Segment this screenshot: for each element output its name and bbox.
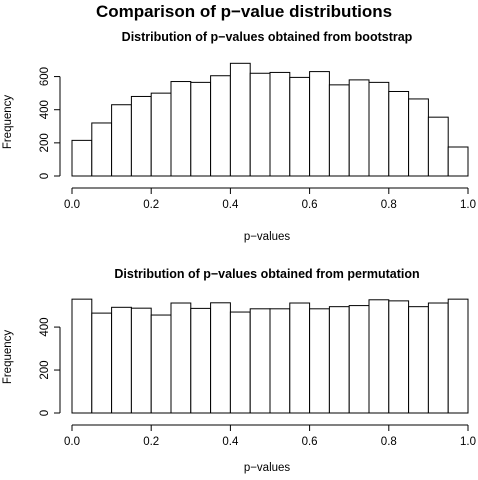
histogram-bar: [111, 306, 132, 414]
y-tick-label: 400: [39, 100, 51, 119]
histogram-bar: [447, 298, 469, 414]
y-tick-label: 400: [39, 317, 51, 336]
permutation-y-axis-label: Frequency: [2, 330, 14, 385]
histogram-bar: [111, 104, 132, 177]
y-tick-label: 600: [39, 67, 51, 86]
bootstrap-chart-title: Distribution of p−values obtained from b…: [122, 30, 413, 44]
permutation-x-axis: 0.0 0.2 0.4 0.6 0.8 1.0: [64, 424, 476, 448]
histogram-bar: [249, 72, 271, 177]
x-tick-label: 0.6: [302, 199, 318, 211]
histogram-bar: [71, 139, 93, 177]
histogram-bar: [447, 146, 469, 177]
permutation-chart-title: Distribution of p−values obtained from p…: [114, 267, 419, 281]
x-tick-label: 0.2: [143, 199, 159, 211]
x-tick-label: 1.0: [460, 436, 476, 448]
histogram-bar: [150, 92, 172, 177]
bootstrap-x-axis: 0.0 0.2 0.4 0.6 0.8 1.0: [64, 187, 476, 211]
permutation-x-axis-label: p−values: [244, 462, 291, 474]
x-tick-label: 0.4: [222, 436, 239, 448]
histogram-bar: [348, 79, 370, 177]
bootstrap-bars: [71, 62, 469, 177]
histogram-bar: [427, 302, 449, 414]
histogram-bar: [229, 62, 251, 177]
histogram-bar: [91, 312, 113, 414]
y-tick-label: 200: [39, 133, 51, 152]
histogram-bar: [170, 302, 192, 414]
histogram-bar: [269, 308, 291, 414]
histogram-bar: [328, 306, 350, 414]
histogram-bar: [71, 298, 93, 414]
histogram-bar: [289, 302, 311, 414]
histogram-bar: [408, 306, 429, 414]
bootstrap-y-axis: 0 200 400 600: [39, 67, 61, 179]
x-tick-label: 1.0: [460, 199, 476, 211]
histogram-bar: [368, 81, 390, 177]
histogram-bar: [328, 84, 350, 177]
histogram-bar: [210, 75, 231, 177]
histogram-bar: [309, 71, 330, 177]
histogram-bar: [388, 300, 410, 414]
histogram-bar: [190, 307, 212, 414]
permutation-bars: [71, 298, 469, 414]
bootstrap-histogram-panel: Distribution of p−values obtained from b…: [2, 30, 476, 243]
histogram-bar: [427, 116, 449, 177]
histogram-bar: [289, 76, 311, 177]
x-tick-label: 0.2: [143, 436, 159, 448]
x-tick-label: 0.0: [64, 199, 80, 211]
histogram-bar: [348, 305, 370, 414]
x-tick-label: 0.0: [64, 436, 80, 448]
histogram-bar: [229, 311, 251, 414]
histogram-bar: [190, 81, 212, 177]
histogram-bar: [170, 81, 192, 177]
histogram-bar: [150, 314, 172, 414]
histogram-bar: [269, 71, 291, 177]
x-tick-label: 0.8: [381, 199, 397, 211]
bootstrap-y-axis-label: Frequency: [2, 95, 14, 150]
x-tick-label: 0.6: [302, 436, 318, 448]
histogram-bar: [130, 307, 152, 414]
histogram-bar: [91, 122, 113, 177]
histogram-bar: [249, 308, 271, 414]
histogram-bar: [309, 308, 330, 414]
histogram-bar: [210, 302, 231, 414]
permutation-y-axis: 0 200 400: [39, 317, 61, 416]
bootstrap-x-axis-label: p−values: [244, 231, 291, 243]
x-tick-label: 0.4: [222, 199, 239, 211]
histogram-bar: [368, 299, 390, 414]
y-tick-label: 0: [39, 173, 51, 179]
y-tick-label: 0: [39, 410, 51, 416]
y-tick-label: 200: [39, 360, 51, 379]
permutation-histogram-panel: Distribution of p−values obtained from p…: [2, 267, 476, 474]
histogram-bar: [388, 90, 410, 177]
histogram-bar: [130, 95, 152, 177]
x-tick-label: 0.8: [381, 436, 397, 448]
histogram-bar: [408, 98, 429, 177]
figure-title: Comparison of p−value distributions: [96, 2, 392, 21]
